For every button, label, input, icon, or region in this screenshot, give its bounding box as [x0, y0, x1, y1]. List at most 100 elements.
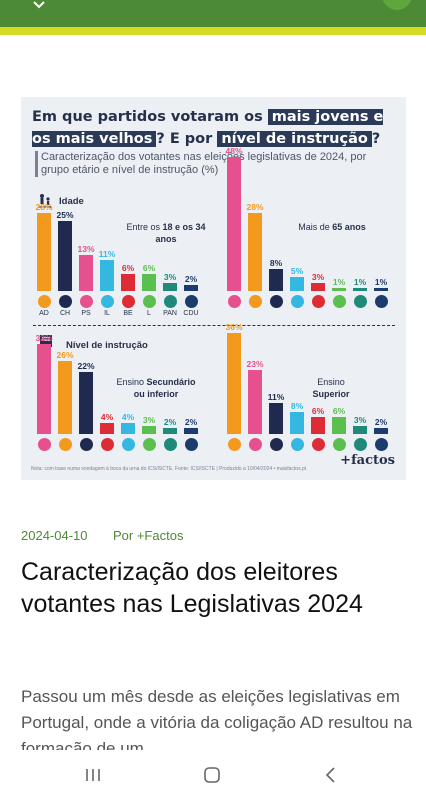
- article-author-link[interactable]: Por +Factos: [113, 528, 184, 543]
- bar-value-label: 3%: [311, 271, 325, 282]
- bar-value-label: 13%: [77, 243, 95, 254]
- bar-ch: [79, 372, 93, 434]
- bar-ps: [37, 344, 51, 434]
- party-logo-cdu-icon: [374, 438, 388, 451]
- bar-ad: [248, 212, 262, 291]
- bar-value-label: 48%: [225, 145, 243, 156]
- bar-be: [311, 282, 325, 291]
- section-divider: [33, 325, 395, 326]
- group-label-old: Mais de 65 anos: [298, 222, 366, 232]
- party-logo-il-icon: [121, 438, 135, 451]
- bar-value-label: 2%: [163, 417, 177, 428]
- bar-value-label: 26%: [56, 350, 74, 361]
- bar-value-label: 3%: [163, 271, 177, 282]
- party-logo-pan-icon: [353, 438, 367, 451]
- party-logo-be-icon: [121, 295, 135, 308]
- bar-value-label: 2%: [184, 417, 198, 428]
- party-name-label: CDU: [183, 310, 199, 317]
- bar-value-label: 2%: [184, 274, 198, 285]
- bar-value-label: 4%: [100, 411, 114, 422]
- bar-ps: [79, 254, 93, 291]
- book-icon: [39, 334, 53, 348]
- chevron-down-icon[interactable]: [33, 0, 47, 14]
- bar-pan: [353, 288, 367, 291]
- party-name-label: AD: [39, 310, 49, 317]
- party-logo-ch-icon: [269, 295, 283, 308]
- bar-value-label: 6%: [311, 406, 325, 417]
- bar-value-label: 6%: [142, 263, 156, 274]
- bar-pan: [163, 282, 177, 291]
- party-logo-il-icon: [290, 438, 304, 451]
- bar-be: [121, 274, 135, 291]
- section-age-label: Idade: [59, 196, 84, 207]
- bar-value-label: 25%: [56, 210, 74, 220]
- banner-stripe: [0, 27, 426, 35]
- party-logo-pan-icon: [163, 295, 177, 308]
- bar-cdu: [374, 288, 388, 291]
- bar-il: [100, 260, 114, 291]
- article-title[interactable]: Caracterização dos eleitores votantes na…: [21, 558, 363, 618]
- party-logo-ad-icon: [37, 295, 51, 308]
- recents-icon[interactable]: [82, 764, 104, 786]
- bar-value-label: 11%: [98, 249, 116, 260]
- brand-logo: +factos: [340, 453, 395, 468]
- group-label-secondary: Ensino Secundário ou inferior: [116, 377, 196, 399]
- party-logo-il-icon: [100, 295, 114, 308]
- top-banner: [0, 0, 426, 35]
- party-logo-cdu-icon: [184, 295, 198, 308]
- bar-pan: [353, 425, 367, 434]
- party-name-label: CH: [59, 310, 71, 317]
- system-navbar: [0, 750, 426, 800]
- party-logo-ch-icon: [58, 295, 72, 308]
- article-body: Passou um mês desde as eleições legislat…: [21, 687, 413, 754]
- bar-ad: [227, 333, 241, 434]
- party-logo-ch-icon: [79, 438, 93, 451]
- bar-value-label: 5%: [290, 266, 304, 276]
- bar-l: [332, 417, 346, 434]
- bar-ch: [269, 403, 283, 434]
- infographic-title: Em que partidos votaram os mais jovens e…: [32, 109, 384, 147]
- bar-il: [121, 422, 135, 434]
- bar-cdu: [374, 428, 388, 434]
- party-logo-ad-icon: [227, 438, 241, 451]
- group-label-young: Entre os 18 e os 34 anos: [126, 222, 206, 244]
- article-date: 2024-04-10: [21, 528, 88, 543]
- bar-l: [142, 274, 156, 291]
- bar-value-label: 4%: [121, 411, 135, 422]
- party-logo-l-icon: [142, 438, 156, 451]
- bar-ch: [58, 221, 72, 291]
- party-logo-l-icon: [332, 438, 346, 451]
- party-logo-ps-icon: [227, 295, 241, 308]
- bar-value-label: 6%: [121, 263, 135, 274]
- infographic[interactable]: Em que partidos votaram os mais jovens e…: [21, 97, 406, 480]
- party-name-label: PS: [81, 310, 91, 317]
- bar-il: [290, 277, 304, 291]
- party-logo-il-icon: [290, 295, 304, 308]
- party-name-label: PAN: [163, 310, 177, 317]
- bar-value-label: 28%: [246, 201, 264, 212]
- bar-value-label: 11%: [267, 392, 285, 403]
- party-logo-cdu-icon: [374, 295, 388, 308]
- bar-be: [100, 422, 114, 434]
- bar-value-label: 2%: [374, 417, 388, 428]
- party-logo-l-icon: [142, 295, 156, 308]
- section-education-label: Nível de instrução: [66, 340, 148, 351]
- bar-value-label: 1%: [332, 277, 346, 288]
- bar-cdu: [184, 285, 198, 291]
- profile-circle[interactable]: [382, 0, 412, 10]
- bar-value-label: 3%: [353, 414, 367, 425]
- bar-pan: [163, 428, 177, 434]
- age-icon: [37, 193, 53, 211]
- bar-ad: [58, 361, 72, 434]
- infographic-subtitle: Caracterização dos votantes nas eleições…: [35, 151, 390, 177]
- bar-cdu: [184, 428, 198, 434]
- party-logo-l-icon: [332, 295, 346, 308]
- back-icon[interactable]: [320, 764, 342, 786]
- party-logo-ad-icon: [58, 438, 72, 451]
- party-logo-pan-icon: [163, 438, 177, 451]
- infographic-note: Nota: com base numa sondagem à boca da u…: [31, 466, 307, 472]
- home-icon[interactable]: [201, 764, 223, 786]
- party-name-label: L: [147, 310, 151, 317]
- bar-value-label: 23%: [246, 358, 264, 369]
